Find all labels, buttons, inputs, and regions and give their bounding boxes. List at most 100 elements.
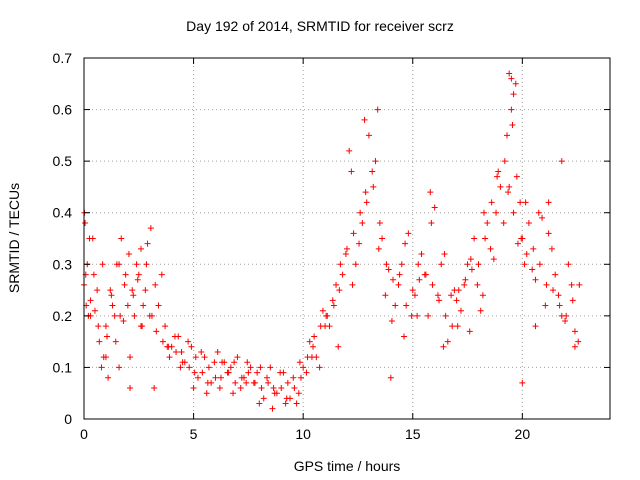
data-point	[190, 385, 197, 392]
data-point	[414, 312, 421, 319]
data-point	[105, 374, 112, 381]
data-point	[284, 379, 291, 386]
data-point	[137, 245, 144, 252]
data-point	[153, 328, 160, 335]
data-point	[86, 235, 93, 242]
data-point	[147, 225, 154, 232]
data-point	[142, 287, 149, 294]
data-point	[308, 354, 315, 361]
data-point	[99, 261, 106, 268]
data-point	[411, 292, 418, 299]
data-point	[379, 235, 386, 242]
data-point	[231, 359, 238, 366]
data-point	[234, 354, 241, 361]
data-point	[523, 250, 530, 257]
data-point	[575, 338, 582, 345]
data-point	[529, 266, 536, 273]
data-point	[96, 338, 103, 345]
data-point	[475, 261, 482, 268]
data-point	[191, 369, 198, 376]
data-point	[144, 240, 151, 247]
data-point	[95, 323, 102, 330]
data-point	[555, 292, 562, 299]
data-point	[260, 395, 267, 402]
data-point	[558, 312, 565, 319]
x-tick-label: 20	[515, 426, 531, 442]
data-point	[558, 158, 565, 165]
data-point	[297, 374, 304, 381]
data-point	[194, 374, 201, 381]
data-point	[330, 302, 337, 309]
data-point	[250, 379, 257, 386]
data-point	[295, 390, 302, 397]
data-point	[415, 261, 422, 268]
data-point	[221, 359, 228, 366]
data-point	[267, 364, 274, 371]
data-point	[269, 405, 276, 412]
data-point	[290, 374, 297, 381]
data-point	[356, 240, 363, 247]
data-point	[137, 323, 144, 330]
data-point	[449, 323, 456, 330]
data-point	[293, 400, 300, 407]
data-point	[369, 168, 376, 175]
data-point	[370, 183, 377, 190]
data-point	[164, 343, 171, 350]
x-tick-label: 10	[295, 426, 311, 442]
data-point	[240, 374, 247, 381]
data-point	[519, 379, 526, 386]
data-point	[135, 271, 142, 278]
data-point	[503, 132, 510, 139]
data-point	[536, 261, 543, 268]
data-point	[273, 390, 280, 397]
data-point	[357, 209, 364, 216]
data-point	[152, 281, 159, 288]
data-point	[482, 235, 489, 242]
data-point	[372, 158, 379, 165]
data-point	[245, 369, 252, 376]
data-point	[186, 364, 193, 371]
data-point	[109, 302, 116, 309]
data-point	[479, 292, 486, 299]
x-axis-label: GPS time / hours	[293, 458, 401, 474]
data-point	[237, 385, 244, 392]
data-point	[98, 364, 105, 371]
plot-frame	[83, 57, 611, 420]
data-point	[429, 281, 436, 288]
data-point	[124, 302, 131, 309]
data-point	[468, 266, 475, 273]
data-point	[436, 297, 443, 304]
data-point	[173, 348, 180, 355]
data-point	[102, 323, 109, 330]
data-point	[265, 379, 272, 386]
data-point	[500, 220, 507, 227]
data-point	[217, 374, 224, 381]
data-point	[130, 292, 137, 299]
data-point	[474, 281, 481, 288]
data-point	[117, 312, 124, 319]
data-point	[166, 354, 173, 361]
data-point	[522, 199, 529, 206]
data-point	[467, 256, 474, 263]
data-point	[409, 287, 416, 294]
data-point	[466, 328, 473, 335]
data-point	[539, 214, 546, 221]
data-point	[243, 379, 250, 386]
data-point	[82, 220, 89, 227]
data-point	[421, 271, 428, 278]
data-point	[270, 385, 277, 392]
y-tick-label: 0.2	[53, 308, 73, 324]
data-point	[451, 287, 458, 294]
data-point	[454, 323, 461, 330]
x-tick-label: 5	[190, 426, 198, 442]
data-point	[362, 189, 369, 196]
data-point	[91, 307, 98, 314]
data-point	[181, 359, 188, 366]
data-point	[224, 369, 231, 376]
data-point	[518, 235, 525, 242]
data-point	[392, 302, 399, 309]
data-point	[442, 312, 449, 319]
x-tick-label: 15	[405, 426, 421, 442]
data-point	[198, 348, 205, 355]
